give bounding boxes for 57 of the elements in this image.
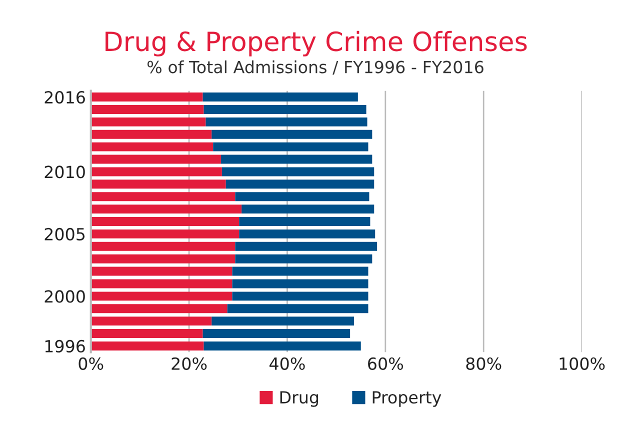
x-tick-label: 20%	[172, 357, 207, 370]
legend-label: Drug	[280, 391, 318, 407]
bar	[90, 204, 242, 214]
bar	[227, 304, 368, 314]
bar	[235, 254, 372, 264]
bar	[90, 316, 212, 326]
bar	[90, 217, 240, 226]
bar	[90, 142, 214, 152]
bar	[90, 266, 232, 276]
bar	[235, 192, 370, 202]
bar	[90, 229, 240, 238]
bar	[90, 341, 204, 350]
bar	[239, 229, 376, 238]
bar	[239, 217, 370, 226]
bar	[90, 279, 232, 288]
bar	[90, 92, 203, 102]
bar	[90, 242, 236, 251]
bar	[202, 92, 358, 102]
bar	[220, 154, 372, 164]
bar	[90, 254, 236, 264]
y-tick-label: 2016	[44, 91, 85, 104]
bar	[212, 130, 372, 139]
bar	[213, 142, 368, 152]
chart-title: Drug & Property Crime Offenses	[106, 30, 527, 56]
bar	[206, 117, 368, 126]
y-tick-label: 2010	[44, 166, 85, 178]
bar	[90, 304, 228, 314]
bar	[232, 292, 368, 301]
bar	[90, 154, 221, 164]
bar	[202, 329, 350, 338]
bar	[90, 180, 226, 189]
y-tick-label: 1996	[45, 340, 85, 353]
x-tick-label: 40%	[270, 357, 305, 370]
bar	[90, 130, 212, 139]
bar	[90, 329, 203, 338]
bar	[204, 341, 361, 350]
y-tick-label: 2005	[44, 228, 85, 241]
x-tick-label: 60%	[368, 357, 404, 370]
bar	[90, 105, 204, 114]
bar	[204, 105, 366, 114]
y-tick-label: 2000	[44, 290, 85, 303]
bar	[90, 292, 232, 301]
x-tick-label: 0%	[78, 357, 104, 370]
legend-label: Property	[372, 391, 442, 407]
bar	[222, 167, 374, 176]
x-tick-label: 80%	[466, 357, 502, 370]
x-tick-label: 100%	[560, 357, 605, 370]
bar	[232, 279, 368, 288]
bar	[90, 117, 206, 126]
bar	[235, 242, 378, 251]
bar	[226, 180, 374, 189]
chart-subtitle: % of Total Admissions / FY1996 - FY2016	[147, 60, 484, 75]
bar	[90, 167, 222, 176]
bar	[242, 204, 374, 214]
bar	[212, 316, 354, 326]
bar	[232, 266, 368, 276]
bar	[90, 192, 236, 202]
